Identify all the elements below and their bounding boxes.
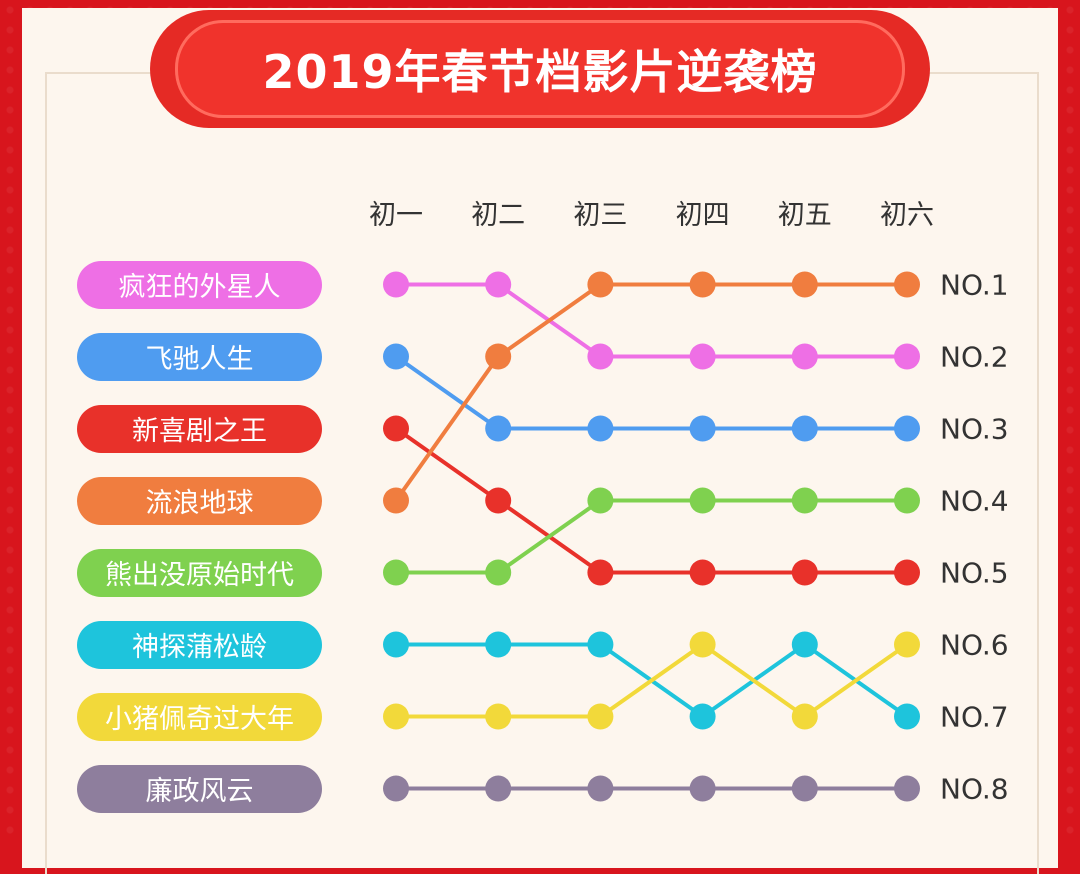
data-point <box>485 487 512 514</box>
data-point <box>791 271 818 298</box>
data-point <box>894 775 920 802</box>
data-point <box>689 343 716 370</box>
series-line <box>396 282 907 359</box>
rank-label: NO.7 <box>940 700 1009 733</box>
data-point <box>587 343 614 370</box>
legend-pill: 新喜剧之王 <box>77 404 322 453</box>
series-line <box>394 354 907 431</box>
data-point <box>894 631 920 658</box>
data-point <box>485 343 512 370</box>
legend-pill: 疯狂的外星人 <box>77 260 322 309</box>
data-point <box>383 559 409 586</box>
data-point <box>485 631 512 658</box>
data-point <box>383 703 409 730</box>
title-banner: 2019年春节档影片逆袭榜 <box>175 20 905 118</box>
data-point <box>689 775 716 802</box>
data-point <box>587 703 614 730</box>
rank-label: NO.8 <box>940 772 1009 805</box>
data-point <box>894 703 920 730</box>
data-point <box>485 559 512 586</box>
data-point <box>791 487 818 514</box>
series-line <box>394 282 907 502</box>
series-line <box>394 426 907 575</box>
chart-title: 2019年春节档影片逆袭榜 <box>262 45 818 99</box>
rank-label: NO.5 <box>940 556 1009 589</box>
data-point <box>383 487 409 514</box>
data-point <box>894 415 920 442</box>
legend-pill: 熊出没原始时代 <box>77 548 322 597</box>
data-point <box>587 631 614 658</box>
data-point <box>587 415 614 442</box>
legend-pill: 廉政风云 <box>77 764 322 813</box>
legend-pill: 小猪佩奇过大年 <box>77 692 322 741</box>
data-point <box>689 271 716 298</box>
data-point <box>689 487 716 514</box>
x-tick-label: 初四 <box>675 200 730 231</box>
rank-label: NO.2 <box>940 340 1009 373</box>
data-point <box>689 415 716 442</box>
x-tick-label: 初二 <box>471 200 526 231</box>
data-point <box>485 271 512 298</box>
x-tick-label: 初一 <box>369 200 423 231</box>
x-tick-label: 初五 <box>777 200 832 231</box>
data-point <box>791 631 818 658</box>
rank-label: NO.6 <box>940 628 1009 661</box>
data-point <box>383 343 409 370</box>
data-point <box>383 631 409 658</box>
legend-pill: 流浪地球 <box>77 476 322 525</box>
data-point <box>485 703 512 730</box>
legend-pill: 神探蒲松龄 <box>77 620 322 669</box>
chart-svg <box>383 271 920 802</box>
data-point <box>587 271 614 298</box>
data-point <box>791 343 818 370</box>
series-line <box>396 642 909 719</box>
data-point <box>383 775 409 802</box>
data-point <box>791 415 818 442</box>
data-point <box>689 703 716 730</box>
data-point <box>791 703 818 730</box>
data-point <box>383 415 409 442</box>
data-point <box>587 487 614 514</box>
legend-pill: 飞驰人生 <box>77 332 322 381</box>
series-line <box>396 498 907 575</box>
data-point <box>894 271 920 298</box>
data-point <box>689 559 716 586</box>
data-point <box>894 487 920 514</box>
data-point <box>587 559 614 586</box>
data-point <box>791 559 818 586</box>
rank-label: NO.4 <box>940 484 1009 517</box>
data-point <box>485 775 512 802</box>
data-point <box>894 559 920 586</box>
data-point <box>485 415 512 442</box>
rank-label: NO.1 <box>940 268 1009 301</box>
data-point <box>791 775 818 802</box>
data-point <box>894 343 920 370</box>
data-point <box>587 775 614 802</box>
rank-label: NO.3 <box>940 412 1009 445</box>
x-tick-label: 初六 <box>880 200 934 231</box>
data-point <box>383 271 409 298</box>
x-tick-label: 初三 <box>573 200 628 231</box>
data-point <box>689 631 716 658</box>
